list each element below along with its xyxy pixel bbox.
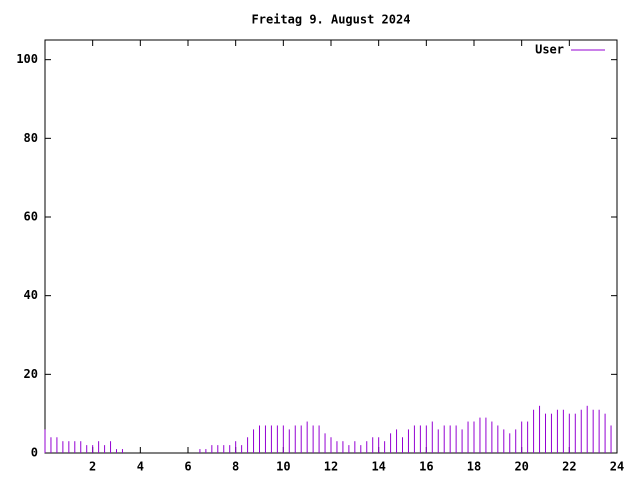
y-tick-label: 60: [24, 210, 38, 224]
x-tick-label: 12: [324, 460, 338, 474]
x-tick-label: 20: [514, 460, 528, 474]
x-tick-label: 6: [184, 460, 191, 474]
x-tick-label: 24: [610, 460, 624, 474]
x-tick-label: 16: [419, 460, 433, 474]
x-tick-label: 2: [89, 460, 96, 474]
y-tick-label: 0: [31, 446, 38, 460]
x-tick-label: 10: [276, 460, 290, 474]
y-tick-label: 80: [24, 131, 38, 145]
x-tick-label: 4: [137, 460, 144, 474]
x-tick-label: 18: [467, 460, 481, 474]
chart-title: Freitag 9. August 2024: [252, 13, 411, 27]
y-tick-label: 100: [16, 52, 38, 66]
x-tick-label: 14: [371, 460, 385, 474]
y-tick-label: 40: [24, 288, 38, 302]
x-tick-label: 22: [562, 460, 576, 474]
y-tick-label: 20: [24, 367, 38, 381]
legend-label: User: [535, 43, 564, 57]
x-tick-label: 8: [232, 460, 239, 474]
